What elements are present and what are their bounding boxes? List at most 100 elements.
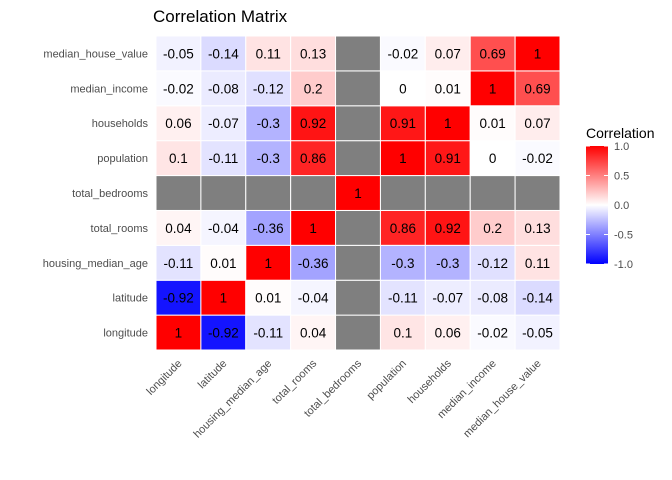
cell-value-population-population: 1 — [399, 151, 407, 166]
cell-value-longitude-housing-median-age: -0.11 — [164, 256, 194, 271]
cell-longitude-population — [155, 140, 202, 177]
cell-housing-median-age-total-bedrooms — [245, 175, 292, 211]
cell-value-latitude-households: -0.07 — [208, 116, 239, 131]
cell-longitude-median-house-value — [155, 35, 202, 72]
cell-value-population-housing-median-age: -0.3 — [391, 256, 414, 271]
cell-value-population-longitude: 0.1 — [393, 326, 412, 341]
cell-value-total-rooms-longitude: 0.04 — [300, 326, 327, 341]
cell-value-longitude-latitude: -0.92 — [163, 291, 194, 306]
cell-value-housing-median-age-median-house-value: 0.11 — [256, 46, 281, 61]
cell-population-median-income — [379, 70, 426, 107]
cell-value-longitude-median-house-value: -0.05 — [163, 46, 194, 61]
cell-value-latitude-longitude: -0.92 — [208, 326, 239, 341]
cell-population-total-rooms — [379, 209, 426, 246]
cell-value-housing-median-age-latitude: 0.01 — [255, 291, 281, 306]
legend-color-bar — [586, 146, 608, 264]
cell-value-median-house-value-population: -0.02 — [522, 151, 553, 166]
cell-total-rooms-households — [290, 105, 337, 142]
x-axis-tick-labels: longitude latitudehousing_median_agetotal… — [144, 357, 543, 440]
cell-value-median-income-longitude: -0.02 — [477, 326, 508, 341]
cell-value-latitude-median-income: -0.08 — [208, 81, 239, 96]
y-tick-total-bedrooms: total_bedrooms — [72, 188, 148, 200]
y-axis-tick-labels: longitude latitude housing_median_age total… — [43, 48, 149, 339]
y-tick-housing-median-age: housing_median_age — [43, 258, 148, 270]
cell-median-house-value-total-bedrooms — [514, 175, 561, 211]
cell-total-rooms-median-house-value — [290, 35, 337, 72]
cell-total-rooms-median-income — [290, 70, 337, 107]
cell-value-median-house-value-longitude: -0.05 — [522, 326, 553, 341]
y-tick-median-house-value: median_house_value — [43, 48, 148, 60]
cell-value-housing-median-age-total-rooms: -0.36 — [253, 221, 284, 236]
cell-value-population-total-rooms: 0.86 — [390, 221, 416, 236]
cell-value-total-rooms-median-house-value: 0.13 — [300, 46, 326, 61]
cell-total-rooms-longitude — [290, 314, 337, 351]
cell-median-house-value-median-house-value — [514, 35, 561, 72]
cell-value-total-rooms-housing-median-age: -0.36 — [298, 256, 329, 271]
cell-median-house-value-latitude — [514, 279, 561, 316]
cell-median-income-population — [469, 140, 516, 177]
chart-title: Correlation Matrix — [153, 7, 288, 26]
cell-value-longitude-population: 0.1 — [169, 151, 188, 166]
cell-value-total-rooms-median-income: 0.2 — [304, 81, 323, 96]
cell-latitude-median-house-value — [200, 35, 247, 72]
cell-median-income-median-house-value — [469, 35, 516, 72]
cell-total-bedrooms-households — [335, 105, 381, 142]
cell-population-total-bedrooms — [379, 175, 426, 211]
x-tick-longitude: longitude — [144, 358, 184, 398]
cell-total-bedrooms-latitude — [335, 279, 381, 316]
x-tick-housing-median-age: housing_median_age — [191, 358, 274, 441]
y-tick-population: population — [97, 153, 148, 165]
cell-housing-median-age-households — [245, 105, 292, 142]
cell-value-labels: 1 -0.92 -0.11 0.04 0.1 0.06 -0.02 -0.05 -0.92 1 0.… — [163, 46, 553, 340]
cell-median-house-value-total-rooms — [514, 209, 561, 246]
x-tick-population: population — [365, 358, 409, 402]
cell-latitude-total-bedrooms — [200, 175, 247, 211]
cell-value-median-house-value-median-house-value: 1 — [534, 46, 542, 61]
cell-longitude-median-income — [155, 70, 202, 107]
legend-tick-label: -1.0 — [614, 259, 633, 271]
cell-value-households-latitude: -0.07 — [432, 291, 463, 306]
cell-housing-median-age-longitude — [245, 314, 292, 351]
cell-value-households-population: 0.91 — [435, 151, 461, 166]
cell-value-households-total-rooms: 0.92 — [435, 221, 461, 236]
cell-value-housing-median-age-housing-median-age: 1 — [264, 256, 272, 271]
y-tick-median-income: median_income — [70, 83, 148, 95]
cell-value-total-bedrooms-total-bedrooms: 1 — [354, 186, 362, 201]
cell-value-latitude-population: -0.11 — [208, 151, 238, 166]
cell-latitude-housing-median-age — [200, 244, 247, 281]
cell-value-population-latitude: -0.11 — [388, 291, 418, 306]
cell-value-total-rooms-latitude: -0.04 — [298, 291, 329, 306]
cell-households-median-income — [424, 70, 471, 107]
cell-total-bedrooms-housing-median-age — [335, 244, 381, 281]
cell-latitude-longitude — [200, 314, 247, 351]
cell-median-income-total-bedrooms — [469, 175, 516, 211]
cell-value-households-longitude: 0.06 — [435, 326, 461, 341]
cell-value-households-median-income: 0.01 — [435, 81, 461, 96]
cell-households-longitude — [424, 314, 471, 351]
cell-value-total-rooms-population: 0.86 — [300, 151, 326, 166]
cell-households-housing-median-age — [424, 244, 471, 281]
cell-total-bedrooms-total-bedrooms — [335, 175, 381, 211]
cell-value-median-house-value-latitude: -0.14 — [522, 291, 553, 306]
cell-value-population-median-income: 0 — [399, 81, 407, 96]
cell-value-households-households: 1 — [444, 116, 452, 131]
legend-title: Correlation — [586, 125, 654, 141]
cell-housing-median-age-median-house-value — [245, 35, 292, 72]
cell-value-latitude-latitude: 1 — [220, 291, 228, 306]
x-tick-latitude: latitude — [196, 358, 230, 392]
cell-value-population-median-house-value: -0.02 — [387, 46, 418, 61]
legend-tick-label: -0.5 — [614, 230, 633, 242]
cell-population-median-house-value — [379, 35, 426, 72]
y-tick-latitude: latitude — [113, 293, 148, 305]
cell-value-median-income-population: 0 — [489, 151, 497, 166]
cell-median-house-value-longitude — [514, 314, 561, 351]
cell-value-median-income-housing-median-age: -0.12 — [477, 256, 508, 271]
legend-ticks: 1.0 0.5 0.0 -0.5 -1.0 — [586, 141, 633, 271]
cell-value-latitude-housing-median-age: 0.01 — [210, 256, 236, 271]
cell-total-bedrooms-median-house-value — [335, 35, 381, 72]
cell-total-bedrooms-longitude — [335, 314, 381, 351]
cell-value-housing-median-age-households: -0.3 — [257, 116, 280, 131]
cell-value-median-house-value-households: 0.07 — [524, 116, 550, 131]
cell-population-housing-median-age — [379, 244, 426, 281]
cell-value-housing-median-age-median-income: -0.12 — [253, 81, 284, 96]
